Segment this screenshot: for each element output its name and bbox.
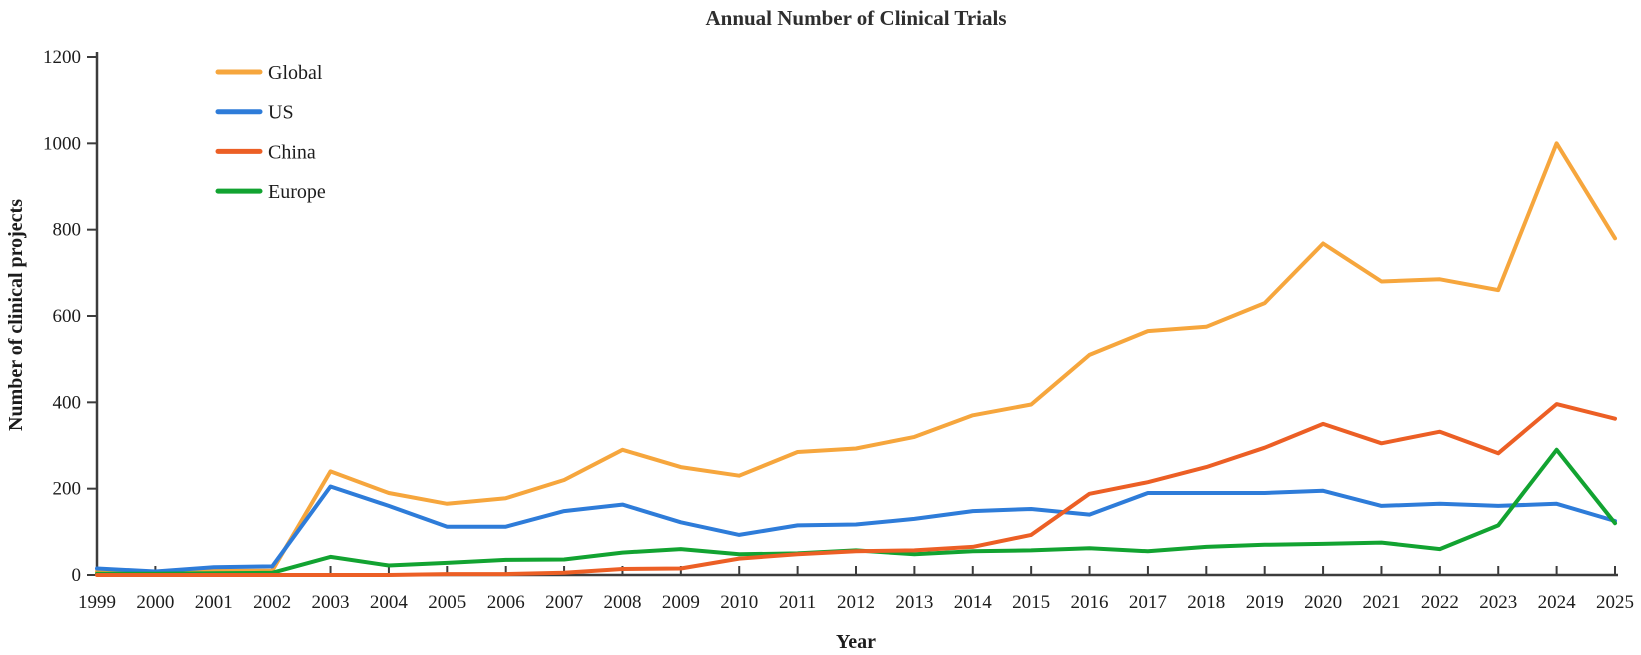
chart-title: Annual Number of Clinical Trials	[705, 6, 1006, 30]
y-tick-label: 1000	[43, 133, 81, 154]
x-tick-label: 2024	[1538, 592, 1577, 613]
x-tick-label: 2004	[370, 592, 409, 613]
y-tick-label: 200	[53, 479, 82, 500]
x-tick-label: 2002	[253, 592, 291, 613]
x-tick-label: 2018	[1187, 592, 1225, 613]
legend-item-global: Global	[215, 62, 323, 84]
x-tick-label: 2016	[1071, 592, 1109, 613]
y-tick-label: 1200	[43, 47, 81, 68]
x-tick-label: 2020	[1304, 592, 1342, 613]
x-tick-label: 2000	[136, 592, 174, 613]
legend-item-us: US	[215, 102, 294, 124]
x-tick-label: 2010	[720, 592, 758, 613]
x-axis-label: Year	[836, 631, 876, 653]
x-tick-label: 2001	[195, 592, 233, 613]
y-tick-label: 0	[72, 565, 82, 586]
series-line-europe	[95, 447, 1617, 576]
y-tick-label: 800	[53, 220, 82, 241]
legend-label-europe: Europe	[268, 181, 326, 203]
x-tick-label: 2017	[1129, 592, 1167, 613]
legend-label-us: US	[268, 102, 294, 124]
x-tick-label: 2011	[779, 592, 816, 613]
axes: 0 200 400 600 800 1000 1200 1999 2000 2001 2002 200…	[43, 47, 1634, 613]
x-tick-label: 2014	[954, 592, 993, 613]
x-tick-label: 2022	[1421, 592, 1459, 613]
y-tick-label: 400	[53, 392, 82, 413]
x-tick-label: 2023	[1479, 592, 1517, 613]
x-tick-label: 2013	[895, 592, 933, 613]
x-tick-label: 1999	[78, 592, 116, 613]
data-series	[95, 141, 1617, 577]
x-tick-label: 2005	[428, 592, 466, 613]
x-tick-label: 2009	[662, 592, 700, 613]
x-tick-label: 2019	[1246, 592, 1284, 613]
x-tick-label: 2008	[603, 592, 641, 613]
x-tick-label: 2012	[837, 592, 875, 613]
series-line-china	[95, 402, 1617, 577]
x-tick-label: 2025	[1596, 592, 1634, 613]
x-tick-label: 2006	[487, 592, 525, 613]
x-tick-label: 2007	[545, 592, 583, 613]
legend-item-europe: Europe	[215, 181, 326, 203]
legend-label-china: China	[268, 141, 316, 163]
x-tick-label: 2003	[312, 592, 350, 613]
legend-item-china: China	[215, 141, 316, 163]
legend: Global US China Europe	[215, 62, 326, 203]
x-tick-label: 2015	[1012, 592, 1050, 613]
x-tick-label: 2021	[1362, 592, 1400, 613]
series-line-us	[95, 484, 1617, 574]
y-axis-label: Number of clinical projects	[5, 199, 27, 431]
y-tick-label: 600	[53, 306, 82, 327]
legend-label-global: Global	[268, 62, 323, 84]
series-line-global	[95, 141, 1617, 575]
